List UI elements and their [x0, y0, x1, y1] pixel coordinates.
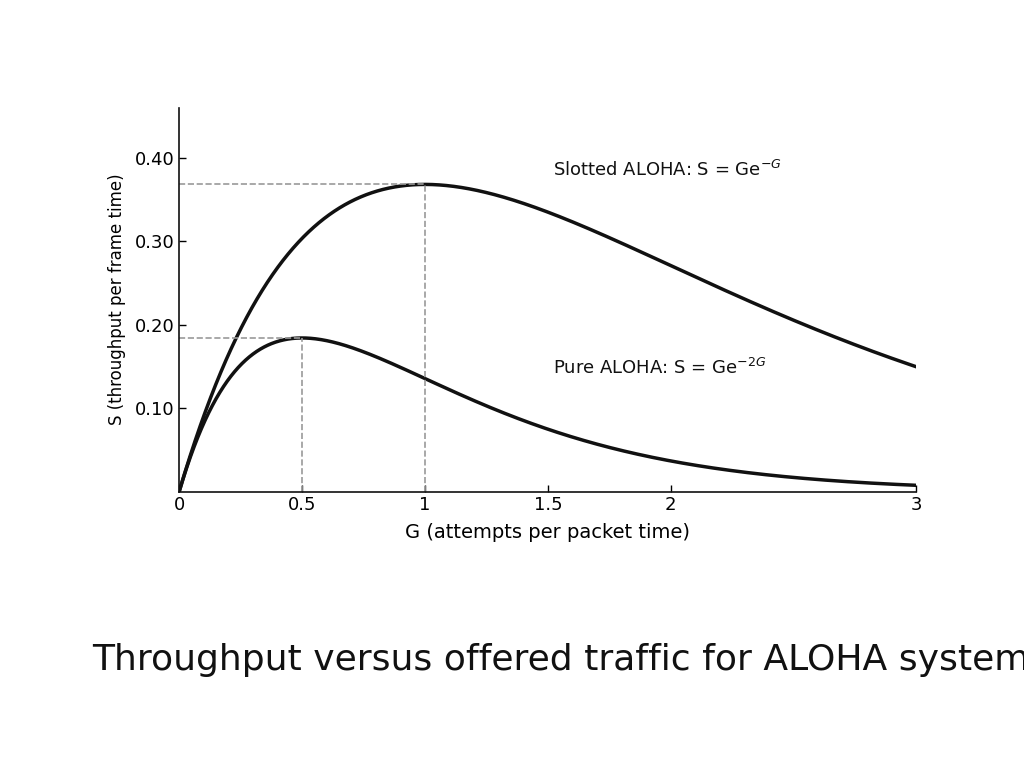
- Text: Pure ALOHA: S = Ge$^{-2G}$: Pure ALOHA: S = Ge$^{-2G}$: [553, 358, 766, 378]
- Text: Slotted ALOHA: S = Ge$^{-G}$: Slotted ALOHA: S = Ge$^{-G}$: [553, 160, 781, 180]
- X-axis label: G (attempts per packet time): G (attempts per packet time): [406, 523, 690, 541]
- Text: Throughput versus offered traffic for ALOHA systems.: Throughput versus offered traffic for AL…: [92, 644, 1024, 677]
- Y-axis label: S (throughput per frame time): S (throughput per frame time): [109, 174, 126, 425]
